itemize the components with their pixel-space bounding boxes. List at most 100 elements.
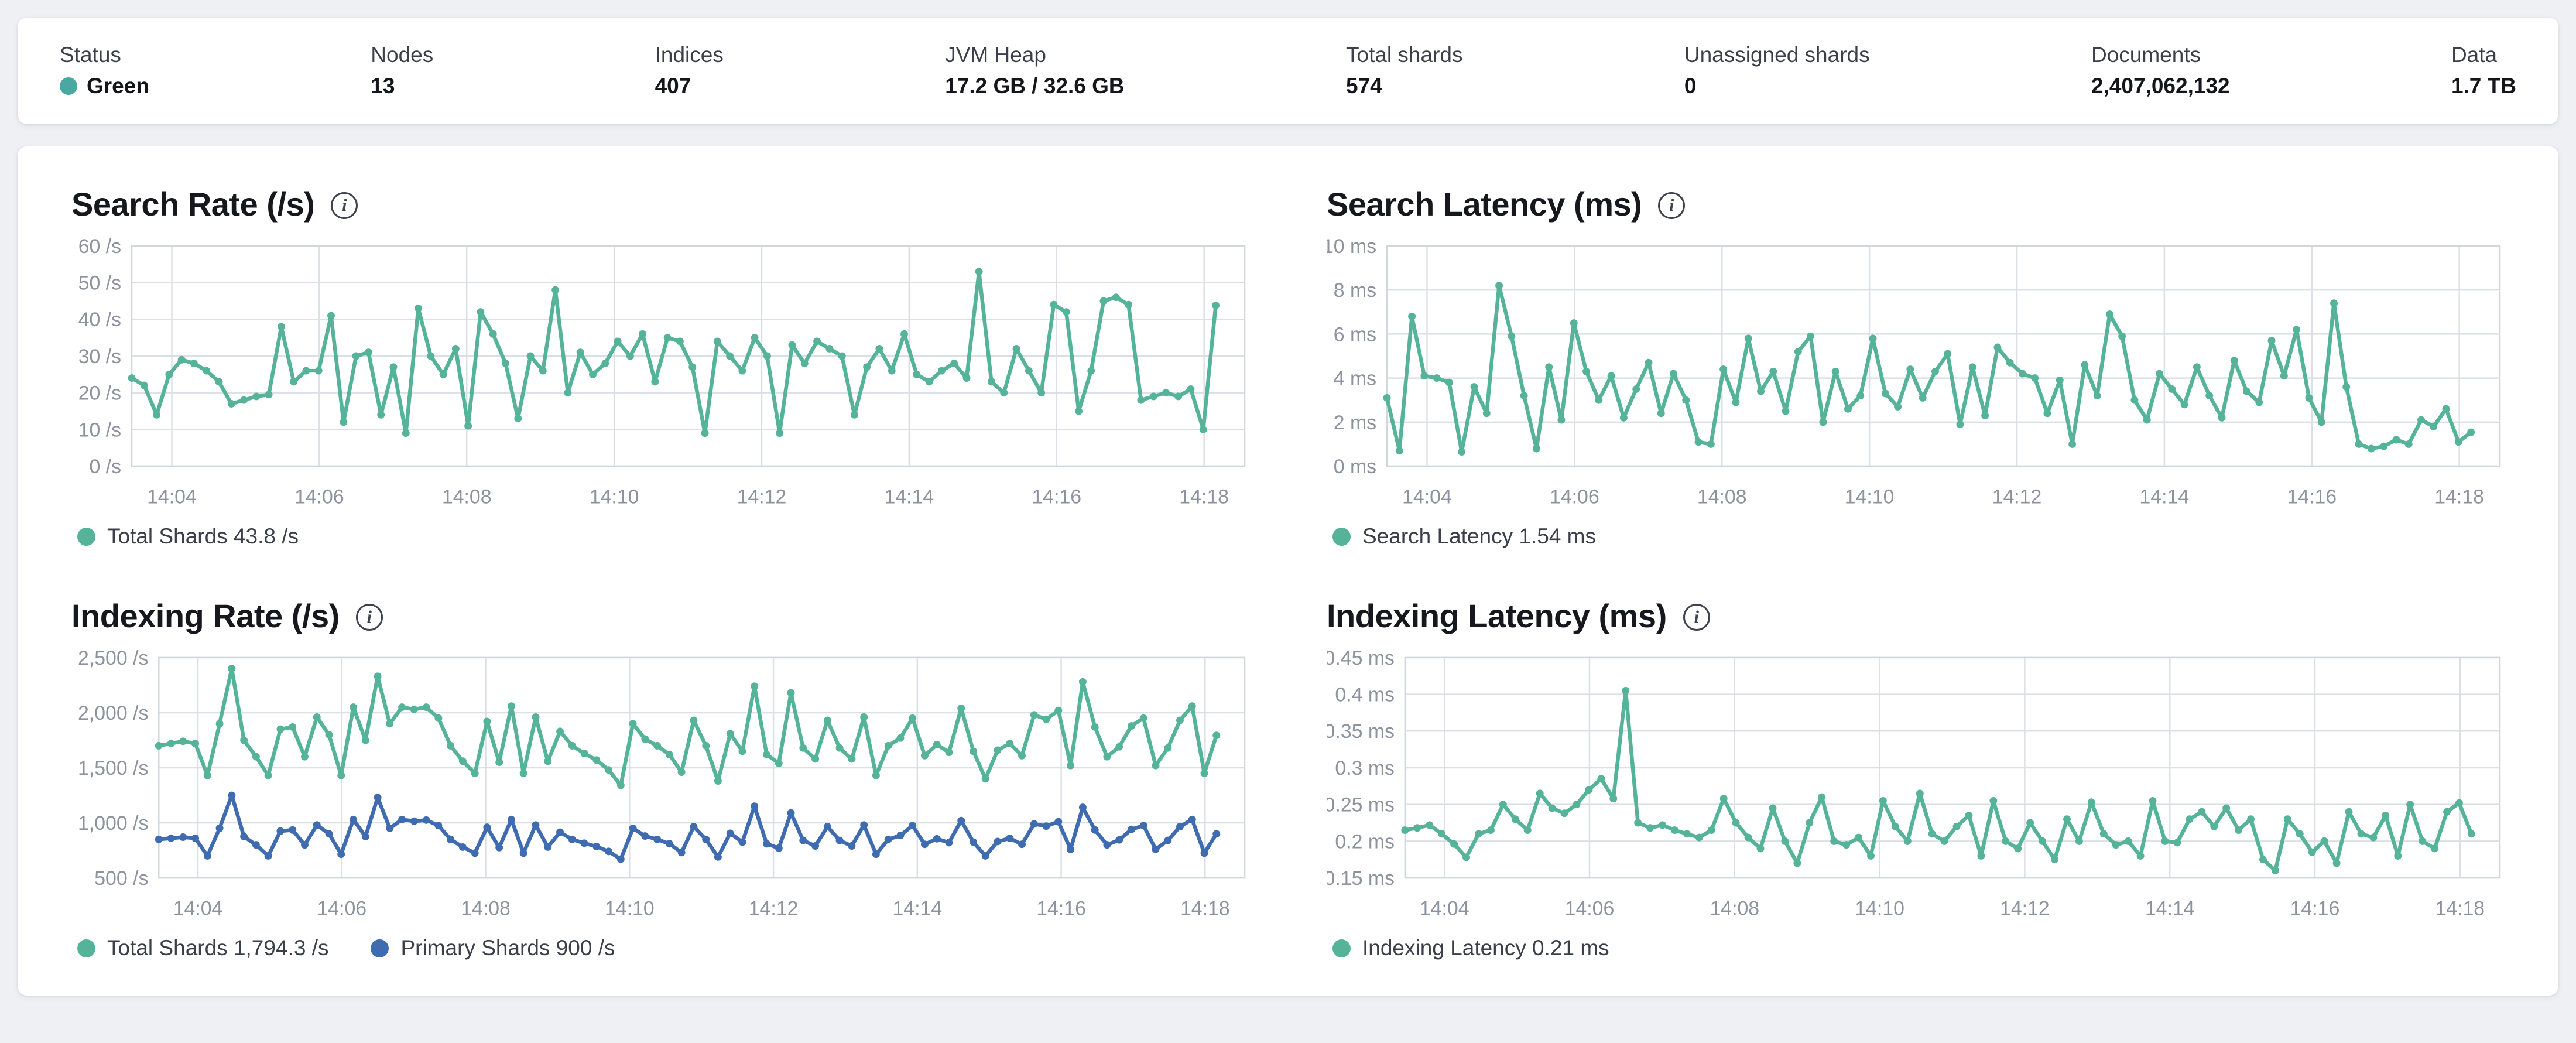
svg-text:8 ms: 8 ms bbox=[1334, 279, 1376, 302]
stat-item: JVM Heap 17.2 GB / 32.6 GB bbox=[945, 43, 1124, 98]
chart-legend: Search Latency 1.54 ms bbox=[1327, 524, 2505, 549]
stat-value-text: 0 bbox=[1684, 74, 1697, 98]
svg-text:40 /s: 40 /s bbox=[78, 309, 121, 331]
svg-text:14:10: 14:10 bbox=[1845, 485, 1895, 508]
stat-value: 407 bbox=[655, 74, 724, 98]
info-circle-icon[interactable]: i bbox=[331, 191, 358, 219]
health-status-dot-icon bbox=[60, 77, 77, 95]
stat-item: Data 1.7 TB bbox=[2451, 43, 2516, 98]
stat-label: Documents bbox=[2091, 43, 2201, 67]
stat-value-text: Green bbox=[87, 74, 149, 98]
stat-value: Green bbox=[60, 74, 149, 98]
chart-canvas: 0.15 ms 0.2 ms 0.25 ms 0.3 ms 0.35 ms 0.4 ms 0… bbox=[1327, 649, 2501, 920]
legend-dot-icon bbox=[371, 939, 389, 957]
chart-title-row: Indexing Latency (ms) i bbox=[1327, 598, 2505, 634]
svg-text:14:16: 14:16 bbox=[2290, 898, 2340, 920]
legend-item[interactable]: Search Latency 1.54 ms bbox=[1332, 524, 1596, 549]
svg-text:14:10: 14:10 bbox=[590, 485, 639, 508]
chart-title: Indexing Latency (ms) bbox=[1327, 597, 1667, 635]
svg-text:0.4 ms: 0.4 ms bbox=[1335, 683, 1395, 706]
svg-text:14:18: 14:18 bbox=[2435, 898, 2485, 920]
info-circle-icon[interactable]: i bbox=[1683, 604, 1710, 631]
info-circle-icon[interactable]: i bbox=[1658, 191, 1686, 219]
stat-item: Status Green bbox=[60, 43, 149, 98]
stat-value-text: 2,407,062,132 bbox=[2091, 74, 2230, 98]
chart-title: Search Rate (/s) bbox=[71, 186, 315, 223]
svg-text:2 ms: 2 ms bbox=[1334, 411, 1376, 433]
charts-grid: Search Rate (/s) i 0 /s 10 /s 20 /s 30 /s 40… bbox=[71, 186, 2505, 960]
svg-text:14:12: 14:12 bbox=[737, 485, 787, 508]
chart-legend: Indexing Latency 0.21 ms bbox=[1327, 936, 2505, 960]
stat-item: Nodes 13 bbox=[371, 43, 433, 98]
chart-panel-indexing-rate: Indexing Rate (/s) i 500 /s 1,000 /s 1,500… bbox=[71, 598, 1249, 960]
svg-text:14:10: 14:10 bbox=[605, 898, 655, 920]
stat-value-text: 574 bbox=[1346, 74, 1382, 98]
svg-text:14:18: 14:18 bbox=[2434, 485, 2484, 508]
stat-value: 1.7 TB bbox=[2451, 74, 2516, 98]
chart-legend: Total Shards 43.8 /s bbox=[71, 524, 1249, 549]
svg-text:14:10: 14:10 bbox=[1855, 898, 1904, 920]
svg-text:14:08: 14:08 bbox=[1697, 485, 1747, 508]
legend-item[interactable]: Total Shards 43.8 /s bbox=[77, 524, 299, 549]
svg-text:0.15 ms: 0.15 ms bbox=[1327, 867, 1395, 890]
chart-title: Indexing Rate (/s) bbox=[71, 597, 340, 635]
stat-value: 574 bbox=[1346, 74, 1463, 98]
stat-value-text: 13 bbox=[371, 74, 395, 98]
stat-value: 2,407,062,132 bbox=[2091, 74, 2230, 98]
svg-text:14:18: 14:18 bbox=[1180, 898, 1230, 920]
legend-item[interactable]: Primary Shards 900 /s bbox=[371, 936, 615, 960]
legend-label: Indexing Latency 0.21 ms bbox=[1362, 936, 1609, 960]
svg-text:14:08: 14:08 bbox=[461, 898, 511, 920]
svg-text:2,500 /s: 2,500 /s bbox=[78, 649, 148, 669]
svg-text:14:14: 14:14 bbox=[892, 898, 942, 920]
stat-label: Indices bbox=[655, 43, 724, 67]
stat-value-text: 17.2 GB / 32.6 GB bbox=[945, 74, 1125, 98]
svg-text:14:06: 14:06 bbox=[1565, 898, 1615, 920]
stat-value-text: 407 bbox=[655, 74, 691, 98]
chart-title-row: Search Rate (/s) i bbox=[71, 186, 1249, 223]
legend-item[interactable]: Total Shards 1,794.3 /s bbox=[77, 936, 328, 960]
svg-text:60 /s: 60 /s bbox=[78, 238, 121, 258]
svg-text:14:16: 14:16 bbox=[1036, 898, 1086, 920]
svg-text:14:12: 14:12 bbox=[749, 898, 799, 920]
svg-text:0.35 ms: 0.35 ms bbox=[1327, 720, 1395, 743]
legend-dot-icon bbox=[77, 527, 95, 546]
svg-text:14:06: 14:06 bbox=[1550, 485, 1599, 508]
svg-text:14:04: 14:04 bbox=[147, 485, 197, 508]
svg-text:0.2 ms: 0.2 ms bbox=[1335, 830, 1395, 853]
svg-text:10 ms: 10 ms bbox=[1327, 238, 1376, 258]
stat-item: Indices 407 bbox=[655, 43, 724, 98]
svg-text:0.45 ms: 0.45 ms bbox=[1327, 649, 1395, 669]
svg-text:6 ms: 6 ms bbox=[1334, 323, 1376, 346]
svg-text:14:06: 14:06 bbox=[317, 898, 366, 920]
legend-dot-icon bbox=[1332, 939, 1351, 957]
svg-text:14:04: 14:04 bbox=[173, 898, 223, 920]
chart-panel-search-latency: Search Latency (ms) i 0 ms 2 ms 4 ms 6 ms 8 … bbox=[1327, 186, 2505, 549]
legend-label: Search Latency 1.54 ms bbox=[1362, 524, 1596, 549]
svg-text:14:14: 14:14 bbox=[885, 485, 934, 508]
svg-text:14:06: 14:06 bbox=[294, 485, 344, 508]
svg-text:0.3 ms: 0.3 ms bbox=[1335, 757, 1395, 779]
svg-text:14:16: 14:16 bbox=[1032, 485, 1081, 508]
stat-label: Total shards bbox=[1346, 43, 1463, 67]
legend-label: Total Shards 43.8 /s bbox=[107, 524, 299, 549]
legend-dot-icon bbox=[77, 939, 95, 957]
cluster-status-bar: Status Green Nodes 13 Indices 407 JVM He… bbox=[18, 18, 2558, 124]
svg-text:10 /s: 10 /s bbox=[78, 419, 121, 441]
legend-label: Primary Shards 900 /s bbox=[400, 936, 615, 960]
svg-text:1,500 /s: 1,500 /s bbox=[78, 757, 148, 779]
stat-label: JVM Heap bbox=[945, 43, 1046, 67]
metrics-panel: Search Rate (/s) i 0 /s 10 /s 20 /s 30 /s 40… bbox=[18, 146, 2558, 996]
stat-value: 13 bbox=[371, 74, 433, 98]
svg-text:14:12: 14:12 bbox=[1992, 485, 2042, 508]
chart-legend: Total Shards 1,794.3 /s Primary Shards 90… bbox=[71, 936, 1249, 960]
info-circle-icon[interactable]: i bbox=[355, 604, 383, 631]
chart-canvas: 500 /s 1,000 /s 1,500 /s 2,000 /s 2,500 /s 14… bbox=[78, 649, 1246, 920]
legend-item[interactable]: Indexing Latency 0.21 ms bbox=[1332, 936, 1609, 960]
svg-text:14:18: 14:18 bbox=[1179, 485, 1229, 508]
svg-text:0 ms: 0 ms bbox=[1334, 456, 1376, 478]
svg-text:30 /s: 30 /s bbox=[78, 346, 121, 368]
stat-item: Total shards 574 bbox=[1346, 43, 1463, 98]
svg-text:2,000 /s: 2,000 /s bbox=[78, 702, 148, 724]
legend-label: Total Shards 1,794.3 /s bbox=[107, 936, 329, 960]
